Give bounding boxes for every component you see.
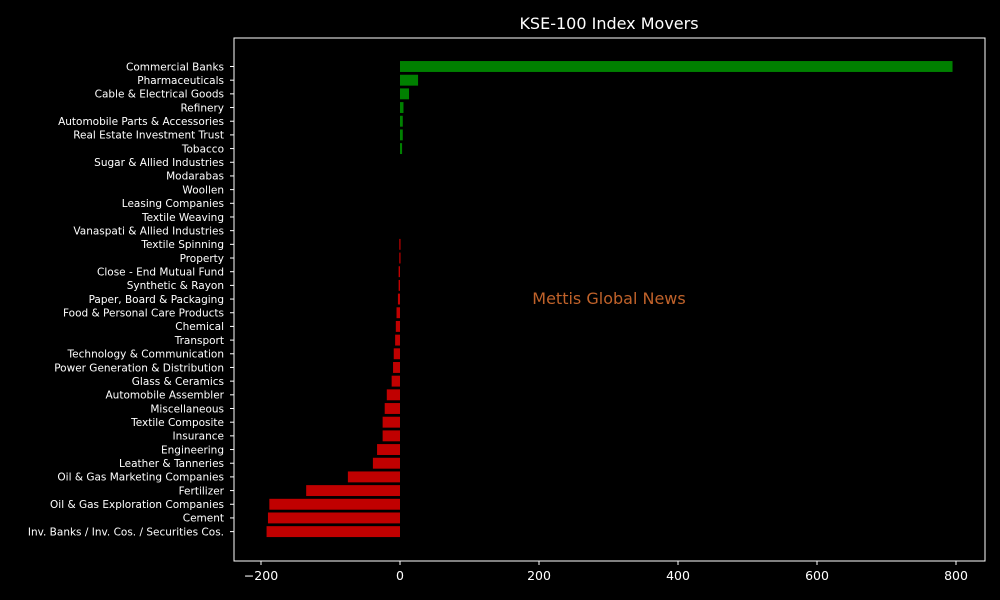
bar-power-generation-distribution xyxy=(393,362,400,373)
bar-technology-communication xyxy=(393,348,400,360)
y-tick-label: Power Generation & Distribution xyxy=(54,362,224,374)
bar-oil-gas-marketing-companies xyxy=(347,471,400,483)
bar-glass-ceramics xyxy=(391,375,400,387)
bar-close-end-mutual-fund xyxy=(398,266,400,278)
bar-refinery xyxy=(400,102,404,113)
x-tick-label: 600 xyxy=(805,568,829,583)
y-tick-label: Leasing Companies xyxy=(122,198,224,210)
y-tick-label: Insurance xyxy=(172,431,224,443)
bar-transport xyxy=(395,334,400,346)
x-tick-label: 400 xyxy=(666,568,690,583)
y-tick-label: Chemical xyxy=(175,321,224,333)
y-tick-label: Pharmaceuticals xyxy=(137,75,224,87)
y-tick-label: Leather & Tanneries xyxy=(119,458,224,470)
bar-food-personal-care-products xyxy=(396,307,400,319)
bar-property xyxy=(399,252,401,264)
y-tick-label: Synthetic & Rayon xyxy=(127,280,224,292)
x-ticks: −200 0 200 400 600 800 xyxy=(244,561,968,583)
y-tick-label: Vanaspati & Allied Industries xyxy=(73,225,224,237)
y-tick-label: Cable & Electrical Goods xyxy=(95,89,224,101)
bar-textile-spinning xyxy=(399,238,401,250)
bar-cable-electrical-goods xyxy=(400,88,410,100)
y-tick-label: Textile Composite xyxy=(130,417,224,429)
y-tick-label: Refinery xyxy=(180,102,224,114)
y-tick-label: Textile Spinning xyxy=(140,239,224,251)
bar-insurance xyxy=(382,430,400,442)
y-tick-label: Fertilizer xyxy=(179,485,225,497)
x-tick-label: 0 xyxy=(396,568,404,583)
bar-synthetic-rayon xyxy=(398,279,400,291)
y-tick-label: Paper, Board & Packaging xyxy=(89,294,224,306)
y-tick-label: Automobile Parts & Accessories xyxy=(58,116,224,128)
bar-inv-banks-inv-cos-securities-cos xyxy=(266,526,400,538)
y-tick-label: Automobile Assembler xyxy=(106,390,225,402)
bar-automobile-parts-accessories xyxy=(400,115,403,127)
x-tick-label: 800 xyxy=(944,568,968,583)
y-tick-label: Property xyxy=(180,253,224,265)
bar-tobacco xyxy=(400,143,403,155)
bar-miscellaneous xyxy=(384,403,400,414)
y-tick-label: Glass & Ceramics xyxy=(132,376,224,388)
bar-textile-composite xyxy=(382,416,400,428)
bar-oil-gas-exploration-companies xyxy=(269,498,400,510)
y-tick-label: Real Estate Investment Trust xyxy=(73,130,224,142)
bars-group xyxy=(266,61,953,538)
bar-cement xyxy=(267,512,400,524)
watermark: Mettis Global News xyxy=(532,289,685,308)
y-tick-label: Sugar & Allied Industries xyxy=(94,157,224,169)
bar-paper-board-packaging xyxy=(397,293,400,305)
bar-engineering xyxy=(377,444,400,455)
y-tick-label: Close - End Mutual Fund xyxy=(97,267,224,279)
y-tick-label: Miscellaneous xyxy=(150,403,224,415)
chart-title: KSE-100 Index Movers xyxy=(519,14,698,33)
bar-fertilizer xyxy=(306,485,400,497)
x-tick-label: −200 xyxy=(244,568,278,583)
y-tick-label: Woollen xyxy=(182,184,224,196)
y-tick-label: Technology & Communication xyxy=(67,349,224,361)
bar-leather-tanneries xyxy=(372,457,400,469)
bar-pharmaceuticals xyxy=(400,74,419,86)
y-tick-label: Commercial Banks xyxy=(126,61,224,73)
y-tick-label: Oil & Gas Exploration Companies xyxy=(50,499,224,511)
y-tick-label: Transport xyxy=(174,335,224,347)
y-tick-label: Tobacco xyxy=(181,143,224,155)
x-tick-label: 200 xyxy=(527,568,551,583)
y-tick-label: Engineering xyxy=(161,444,224,456)
y-tick-label: Textile Weaving xyxy=(141,212,224,224)
y-tick-label: Cement xyxy=(183,513,224,525)
y-tick-label: Oil & Gas Marketing Companies xyxy=(57,472,224,484)
y-tick-labels: Commercial Banks Pharmaceuticals Cable & E… xyxy=(28,61,234,538)
bar-chemical xyxy=(395,320,400,332)
y-tick-label: Food & Personal Care Products xyxy=(63,308,224,320)
bar-automobile-assembler xyxy=(386,389,400,401)
bar-commercial-banks xyxy=(400,61,953,72)
bar-real-estate-investment-trust xyxy=(400,129,403,141)
y-tick-label: Inv. Banks / Inv. Cos. / Securities Cos. xyxy=(28,526,224,538)
y-tick-label: Modarabas xyxy=(166,171,224,183)
